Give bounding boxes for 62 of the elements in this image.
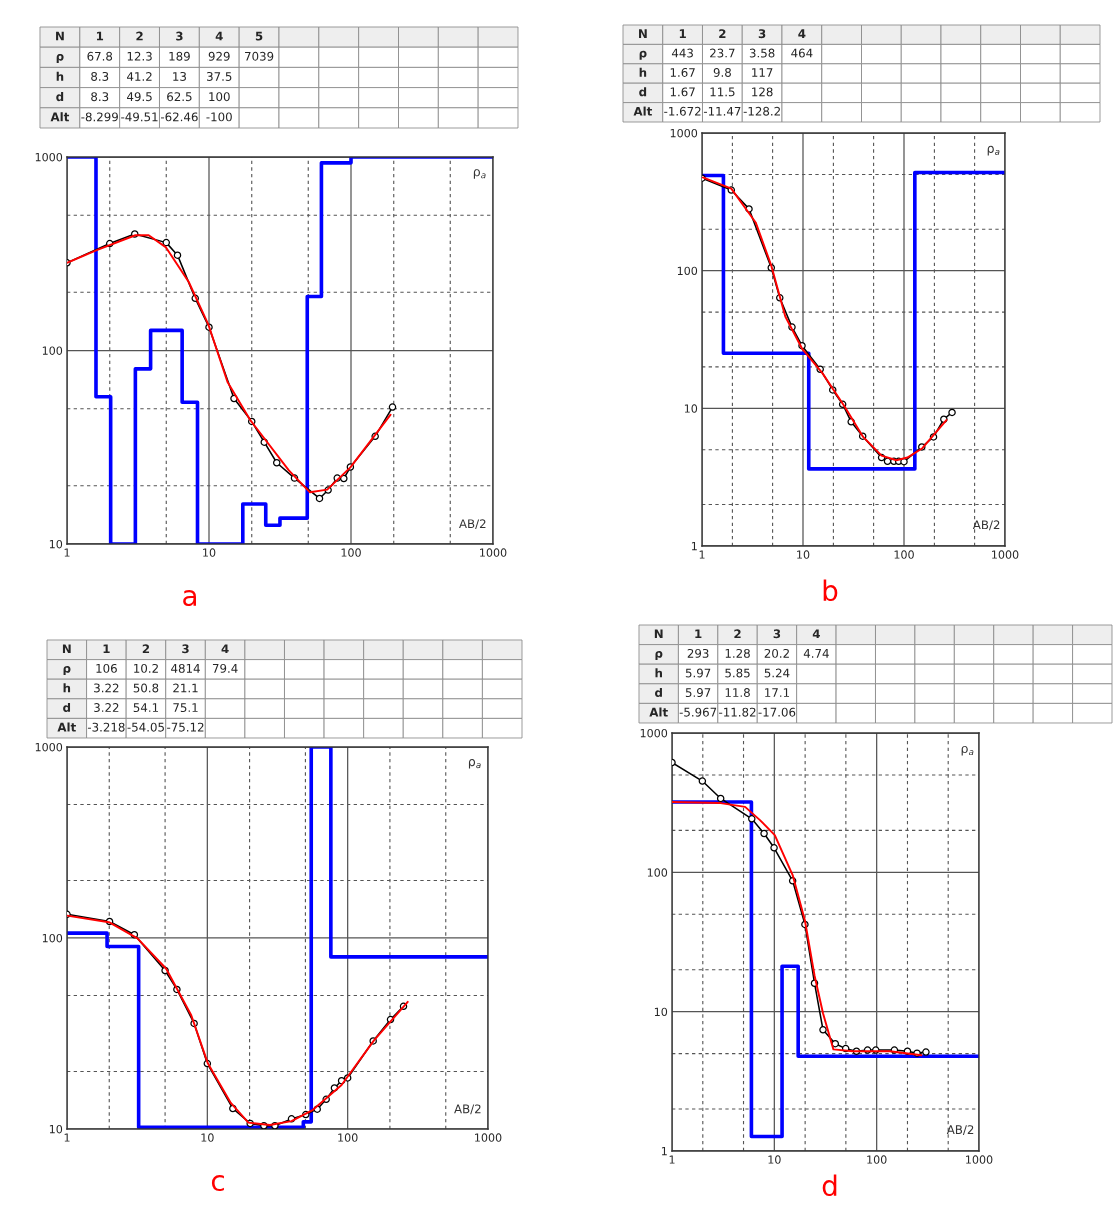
y-tick-label: 10 [684,404,698,413]
y-tick-label: 1 [691,542,697,551]
text: N 1 2 3 4 [62,644,229,654]
x-tick-label: 10 [203,548,216,557]
x-tick-label: 1000 [475,1133,502,1142]
text: d 5.97 11.8 17.1 [655,687,790,698]
text: ρ 293 1.28 20.2 4.74 [655,648,829,661]
y-tick-label: 100 [42,346,63,355]
text: h 8.3 41.2 13 37.5 [56,71,232,81]
text: Alt -8.299 -49.51 -62.46 -100 [50,112,232,122]
y-axis-title: ρ$_{a}$ [961,745,974,756]
x-tick-label: 100 [867,1155,887,1164]
text: ρ 443 23.7 3.58 464 [639,48,813,60]
text: d 8.3 49.5 62.5 100 [56,91,230,102]
x-tick-label: 10 [768,1155,781,1164]
x-tick-label: 10 [201,1133,214,1142]
x-tick-label: 1000 [480,548,507,557]
x-tick-label: 100 [894,550,914,559]
x-tick-label: 1 [669,1155,675,1164]
text: N 1 2 3 4 [639,29,806,39]
y-tick-label: 1000 [35,742,63,752]
y-tick-label: 1000 [670,128,698,138]
text: N 1 2 3 4 [654,629,820,639]
text: h 3.22 50.8 21.1 [63,683,198,693]
y-axis-title: ρ$_{a}$ [473,169,486,179]
y-tick-label: 1000 [35,152,63,162]
y-tick-label: 100 [647,868,668,877]
y-axis-title: ρ$_{a}$ [468,759,481,769]
text: c [211,1175,224,1192]
y-axis-title: ρ$_{a}$ [987,145,1000,156]
text: h 1.67 9.8 117 [639,67,773,77]
x-tick-label: 1 [699,550,705,559]
text: d [822,1174,837,1197]
x-axis-title: AB/2 [459,519,486,530]
y-tick-label: 10 [654,1007,668,1017]
text: Alt -5.967 -11.82 -17.06 [649,707,796,717]
x-tick-label: 1 [64,1133,70,1142]
text: b [823,579,838,602]
text: Alt -3.218 -54.05 -75.12 [57,722,204,732]
text: N 1 2 3 4 5 [56,31,263,41]
x-tick-label: 1 [64,548,70,557]
x-axis-title: AB/2 [972,520,1000,531]
x-tick-label: 1000 [992,550,1019,559]
text: d 1.67 11.5 128 [639,87,773,97]
x-tick-label: 100 [338,1133,358,1142]
x-axis-title: AB/2 [454,1104,481,1115]
x-tick-label: 1000 [966,1155,993,1164]
text: ρ 67.8 12.3 189 929 7039 [56,51,274,64]
text: a [183,590,196,607]
y-tick-label: 100 [42,933,63,943]
x-axis-title: AB/2 [946,1125,974,1136]
text: h 5.97 5.85 5.24 [655,668,790,678]
y-tick-label: 1 [661,1147,667,1156]
y-tick-label: 10 [49,539,63,549]
y-tick-label: 10 [49,1124,63,1134]
y-tick-label: 100 [677,266,698,276]
text: d 3.22 54.1 75.1 [63,702,198,713]
y-tick-label: 1000 [640,728,668,738]
x-tick-label: 10 [797,550,810,559]
text: Alt -1.672 -11.47 -128.2 [633,106,780,116]
x-tick-label: 100 [341,548,361,557]
text: ρ 106 10.2 4814 79.4 [63,663,238,676]
